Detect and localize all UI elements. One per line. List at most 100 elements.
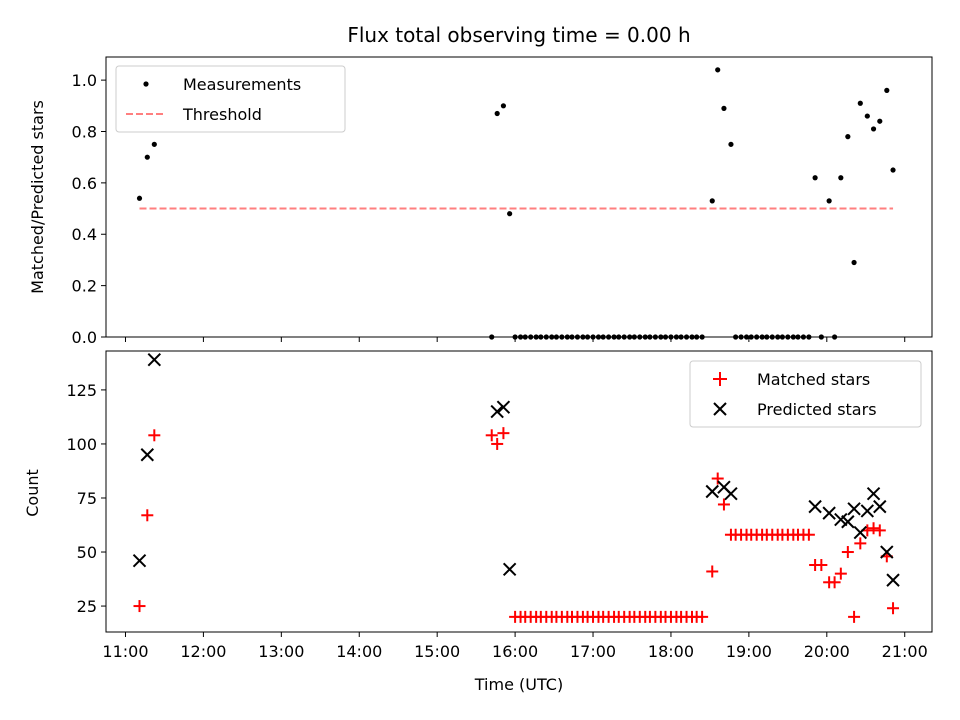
matched-star-point — [854, 537, 867, 550]
top-y-tick-label: 0.8 — [72, 122, 97, 141]
matched-star-point — [696, 610, 709, 623]
bottom-x-tick-label: 13:00 — [258, 642, 304, 661]
matched-star-point — [873, 524, 886, 537]
predicted-star-point — [853, 525, 868, 540]
predicted-star-point — [502, 562, 517, 577]
bottom-y-axis-label: Count — [23, 469, 42, 517]
chart-title: Flux total observing time = 0.00 h — [347, 23, 690, 47]
measurement-point — [721, 105, 727, 111]
bottom-x-tick-label: 21:00 — [882, 642, 928, 661]
predicted-star-point — [860, 504, 875, 518]
legend-threshold-label: Threshold — [182, 105, 262, 124]
measurement-point — [709, 198, 715, 204]
matched-star-point — [867, 522, 880, 535]
predicted-star-point — [841, 515, 855, 529]
top-y-tick-label: 1.0 — [72, 71, 97, 90]
measurement-point — [845, 134, 851, 140]
measurement-point — [877, 118, 883, 124]
measurement-point — [144, 154, 150, 160]
bottom-legend: Matched stars Predicted stars — [689, 360, 922, 428]
measurement-point — [507, 211, 513, 217]
measurement-point — [870, 126, 877, 132]
matched-star-point — [848, 610, 861, 623]
top-y-tick-label: 0.0 — [72, 328, 97, 347]
predicted-star-point — [496, 400, 511, 414]
matched-star-point — [706, 565, 719, 578]
predicted-star-point — [724, 486, 738, 501]
top-axes: 0.0 0.2 0.4 0.6 0.8 1.0 Matched/Predicted sta… — [28, 56, 933, 347]
bottom-y-tick-label: 125 — [66, 381, 97, 400]
top-legend: Measurements Threshold — [115, 65, 346, 133]
bottom-x-tick-label: 12:00 — [180, 642, 226, 661]
top-legend-box — [115, 65, 346, 133]
measurement-point — [838, 175, 844, 181]
bottom-x-tick-label: 14:00 — [336, 642, 382, 661]
measurement-point — [494, 110, 500, 117]
measurement-point — [728, 141, 734, 147]
matched-star-point — [711, 472, 724, 485]
measurement-point — [151, 141, 157, 147]
measurement-point — [715, 67, 721, 73]
predicted-star-point — [886, 573, 900, 587]
predicted-star-point — [847, 502, 861, 516]
top-y-tick-label: 0.4 — [72, 225, 97, 244]
legend-matched-label: Matched stars — [757, 370, 870, 389]
matched-star-point — [497, 427, 510, 440]
measurement-point — [812, 175, 818, 181]
bottom-x-tick-label: 16:00 — [492, 642, 538, 661]
predicted-star-point — [132, 553, 147, 568]
bottom-y-tick-label: 50 — [77, 543, 97, 562]
bottom-axes-frame — [105, 350, 933, 633]
matched-star-point — [802, 528, 815, 541]
matched-star-point — [834, 567, 847, 580]
predicted-star-point — [705, 484, 719, 499]
measurement-point — [136, 195, 143, 201]
predicted-star-point — [822, 506, 836, 520]
measurement-point — [864, 113, 870, 119]
matched-star-point — [133, 600, 146, 613]
matched-star-point — [815, 558, 828, 571]
bottom-y-tick-label: 100 — [66, 435, 97, 454]
bottom-x-ticks: 11:00 12:00 13:00 14:00 15:00 16:00 17:00 18:00… — [102, 632, 928, 661]
matched-star-point — [485, 429, 498, 442]
legend-measurements-label: Measurements — [183, 75, 301, 94]
measurement-point — [884, 87, 890, 93]
matched-star-point — [828, 576, 841, 589]
predicted-star-point — [866, 486, 881, 501]
matched-star-point — [717, 498, 730, 511]
bottom-x-tick-label: 20:00 — [804, 642, 850, 661]
top-y-tick-label: 0.6 — [72, 174, 97, 193]
bottom-x-axis-label: Time (UTC) — [474, 675, 563, 694]
predicted-star-point — [140, 448, 155, 462]
top-y-axis-label: Matched/Predicted stars — [28, 100, 47, 294]
measurement-point — [826, 198, 832, 204]
predicted-star-point — [490, 404, 504, 419]
measurement-point — [857, 100, 863, 106]
measurement-point — [851, 259, 857, 266]
bottom-axes: 25 50 75 100 125 11:00 12:00 13:00 14:00 15:00 16… — [23, 350, 933, 694]
bottom-y-tick-label: 25 — [77, 597, 97, 616]
measurement-point — [890, 167, 896, 173]
bottom-x-tick-label: 17:00 — [570, 642, 616, 661]
top-y-ticks: 0.0 0.2 0.4 0.6 0.8 1.0 — [72, 71, 106, 347]
matched-star-point — [491, 437, 504, 450]
bottom-y-tick-label: 75 — [77, 489, 97, 508]
legend-predicted-label: Predicted stars — [757, 400, 877, 419]
predicted-star-point — [147, 352, 162, 367]
bottom-x-tick-label: 18:00 — [648, 642, 694, 661]
top-axes-frame — [105, 56, 933, 338]
top-y-tick-label: 0.2 — [72, 277, 97, 296]
bottom-x-tick-label: 19:00 — [726, 642, 772, 661]
bottom-x-tick-label: 15:00 — [414, 642, 460, 661]
bottom-x-tick-label: 11:00 — [102, 642, 148, 661]
legend-matched-marker — [713, 372, 727, 386]
predicted-star-point — [808, 499, 822, 514]
matched-star-point — [887, 602, 900, 615]
predicted-star-point — [880, 545, 894, 559]
predicted-star-point — [873, 499, 887, 514]
measurement-point — [500, 103, 507, 109]
bottom-y-ticks: 25 50 75 100 125 — [66, 381, 106, 616]
matched-star-point — [148, 429, 161, 442]
legend-measurements-marker — [143, 81, 149, 87]
